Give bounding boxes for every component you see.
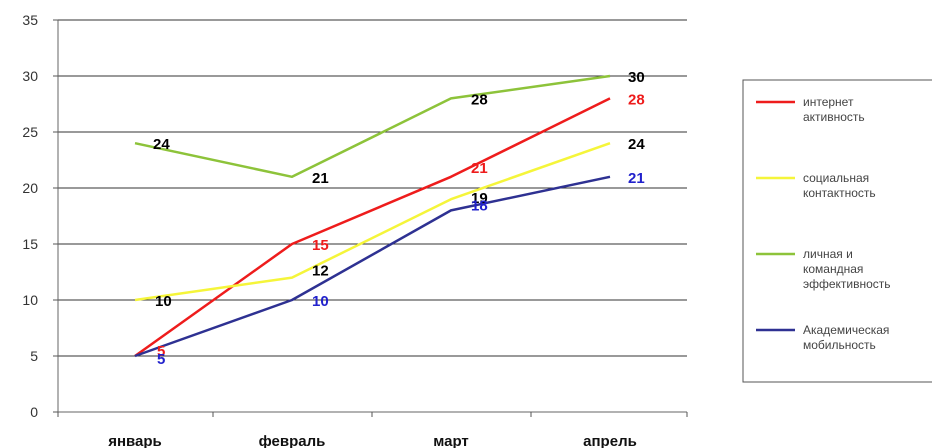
data-label: 18 [471,197,488,214]
data-label: 28 [628,91,645,108]
legend-label: социальная [803,171,869,185]
data-label: 12 [312,263,329,280]
data-label: 15 [312,237,329,254]
data-label: 21 [628,170,645,187]
legend-label: контактность [803,186,876,200]
y-tick-label: 20 [22,180,38,196]
y-tick-label: 15 [22,236,38,252]
x-tick-label: январь [108,433,162,448]
legend-label: эффективность [803,277,891,291]
gridlines [58,19,687,357]
legend-label: мобильность [803,338,876,352]
data-label: 30 [628,69,645,86]
series-line [134,142,611,302]
series-lines [134,74,611,358]
data-label: 28 [471,91,488,108]
data-label: 10 [312,293,329,310]
y-tick-label: 35 [22,12,38,28]
legend-label: Академическая [803,323,889,337]
legend-box [742,79,932,383]
data-label: 21 [312,170,329,187]
data-label: 24 [628,136,645,153]
x-tick-label: апрель [583,433,637,448]
data-label: 19 [471,190,488,207]
legend-label: интернет [803,95,854,109]
legend-label: личная и [803,247,853,261]
y-tick-label: 5 [30,348,38,364]
legend-label: командная [803,262,863,276]
data-labels: 5 15 21 28 10 12 19 24 24 21 28 30 5 10 18 21 [153,69,645,368]
y-tick-label: 0 [30,404,38,420]
series-line [134,74,611,179]
y-axis-ticks: 0 5 10 15 20 25 30 35 [22,12,58,420]
data-label: 21 [471,160,488,177]
series-line [134,175,611,358]
data-label: 10 [155,293,172,310]
data-label: 24 [153,136,170,153]
series-line [134,97,611,358]
data-label: 5 [157,343,165,360]
y-tick-label: 30 [22,68,38,84]
x-tick-label: март [433,433,469,448]
legend-label: активность [803,110,865,124]
y-tick-label: 10 [22,292,38,308]
y-tick-label: 25 [22,124,38,140]
x-axis-ticks: январь февраль март апрель [57,412,688,448]
x-tick-label: февраль [259,433,326,448]
data-label: 5 [157,351,165,368]
